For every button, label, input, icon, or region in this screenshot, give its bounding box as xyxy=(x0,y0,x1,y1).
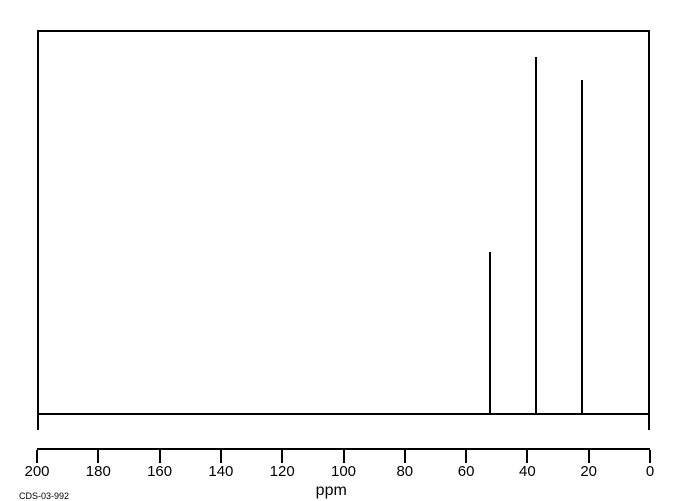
x-tick-label: 140 xyxy=(208,463,233,480)
x-tick xyxy=(526,450,528,463)
x-tick xyxy=(97,450,99,463)
x-tick-label: 200 xyxy=(24,463,49,480)
x-tick xyxy=(588,450,590,463)
nmr-peak xyxy=(489,252,491,413)
x-tick xyxy=(159,450,161,463)
baseline xyxy=(39,413,648,415)
x-tick-label: 180 xyxy=(86,463,111,480)
x-tick-label: 0 xyxy=(646,463,654,480)
nmr-chart: 200180160140120100806040200 ppm CDS-03-9… xyxy=(37,30,650,430)
nmr-peak xyxy=(581,80,583,413)
x-tick xyxy=(649,450,651,463)
x-tick-label: 20 xyxy=(580,463,597,480)
nmr-peak xyxy=(535,57,537,413)
x-tick-label: 40 xyxy=(519,463,536,480)
plot-area xyxy=(37,30,650,430)
x-tick-label: 120 xyxy=(270,463,295,480)
x-tick xyxy=(281,450,283,463)
x-tick xyxy=(343,450,345,463)
x-tick-label: 80 xyxy=(396,463,413,480)
x-tick-label: 160 xyxy=(147,463,172,480)
x-tick xyxy=(36,450,38,463)
x-tick-label: 60 xyxy=(458,463,475,480)
x-tick-label: 100 xyxy=(331,463,356,480)
x-axis-label: ppm xyxy=(316,482,347,500)
x-tick xyxy=(220,450,222,463)
x-tick xyxy=(404,450,406,463)
x-tick xyxy=(465,450,467,463)
